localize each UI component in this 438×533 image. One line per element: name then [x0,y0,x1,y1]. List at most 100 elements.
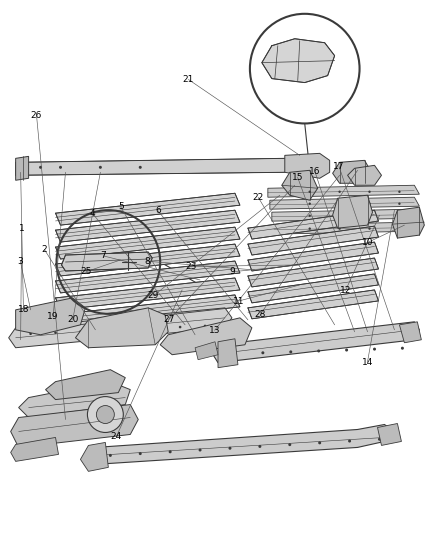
Circle shape [179,326,181,328]
Circle shape [308,214,311,217]
Polygon shape [268,185,419,197]
Polygon shape [88,424,395,464]
Polygon shape [9,308,232,348]
Circle shape [388,432,392,437]
Text: 15: 15 [292,173,304,182]
Text: 2: 2 [42,245,47,254]
Circle shape [368,214,371,217]
Circle shape [398,190,401,193]
Text: 29: 29 [148,291,159,300]
Polygon shape [19,382,130,417]
Text: 19: 19 [47,312,59,321]
Polygon shape [399,322,421,343]
Polygon shape [16,298,85,335]
Text: 3: 3 [18,257,23,265]
Polygon shape [61,252,152,271]
Polygon shape [262,39,335,83]
Circle shape [30,449,35,454]
Polygon shape [56,261,240,293]
Circle shape [339,228,341,230]
Circle shape [198,449,201,451]
Text: 13: 13 [209,326,220,335]
Circle shape [398,203,401,205]
Circle shape [204,325,206,327]
Polygon shape [332,195,372,228]
Circle shape [378,438,381,441]
Text: 20: 20 [67,315,78,324]
Circle shape [308,203,311,205]
Circle shape [139,166,142,169]
Polygon shape [274,222,419,234]
Polygon shape [213,322,419,362]
Circle shape [104,329,107,332]
Circle shape [345,349,348,352]
Polygon shape [16,156,28,180]
Circle shape [368,190,371,193]
Polygon shape [248,210,378,239]
Circle shape [339,190,341,193]
Polygon shape [248,274,378,303]
Text: 26: 26 [31,110,42,119]
Polygon shape [272,209,419,221]
Polygon shape [56,227,240,259]
Text: 6: 6 [155,206,161,215]
Circle shape [233,352,237,355]
Circle shape [289,350,292,353]
Polygon shape [160,318,252,355]
Circle shape [99,166,102,169]
Text: 11: 11 [233,296,244,305]
Circle shape [398,214,401,217]
Circle shape [154,327,156,329]
Circle shape [43,447,48,452]
Text: 8: 8 [144,257,150,265]
Text: 14: 14 [362,358,373,367]
Circle shape [229,447,231,450]
Text: 17: 17 [333,162,345,171]
Circle shape [88,397,124,432]
Circle shape [29,333,32,335]
Circle shape [59,166,62,169]
Text: 25: 25 [80,268,92,276]
Circle shape [54,332,57,334]
Polygon shape [56,244,240,276]
Circle shape [398,228,401,230]
Circle shape [401,346,404,350]
Circle shape [348,440,351,442]
Text: 5: 5 [118,203,124,212]
Polygon shape [11,438,59,462]
Circle shape [261,351,265,354]
Polygon shape [56,278,240,310]
Circle shape [308,228,311,230]
Text: 22: 22 [253,193,264,202]
Polygon shape [56,210,240,242]
Circle shape [339,203,341,205]
Polygon shape [248,242,378,271]
Polygon shape [195,342,218,360]
Text: 24: 24 [111,432,122,441]
Polygon shape [348,165,381,185]
Polygon shape [56,193,240,225]
Polygon shape [248,258,378,287]
Circle shape [368,203,371,205]
Polygon shape [392,207,424,238]
Polygon shape [270,197,419,209]
Text: 1: 1 [19,224,25,233]
Polygon shape [81,442,108,471]
Circle shape [373,348,376,351]
Circle shape [318,441,321,445]
Text: 28: 28 [255,310,266,319]
Text: 23: 23 [185,262,196,271]
Polygon shape [332,160,371,183]
Circle shape [93,455,97,459]
Polygon shape [378,424,401,446]
Circle shape [109,454,112,457]
Polygon shape [282,171,318,200]
Circle shape [129,328,131,330]
Polygon shape [46,370,125,400]
Text: 27: 27 [163,315,174,324]
Circle shape [368,228,371,230]
Circle shape [308,190,311,193]
Text: 18: 18 [18,304,29,313]
Text: 4: 4 [89,209,95,218]
Text: 9: 9 [229,268,235,276]
